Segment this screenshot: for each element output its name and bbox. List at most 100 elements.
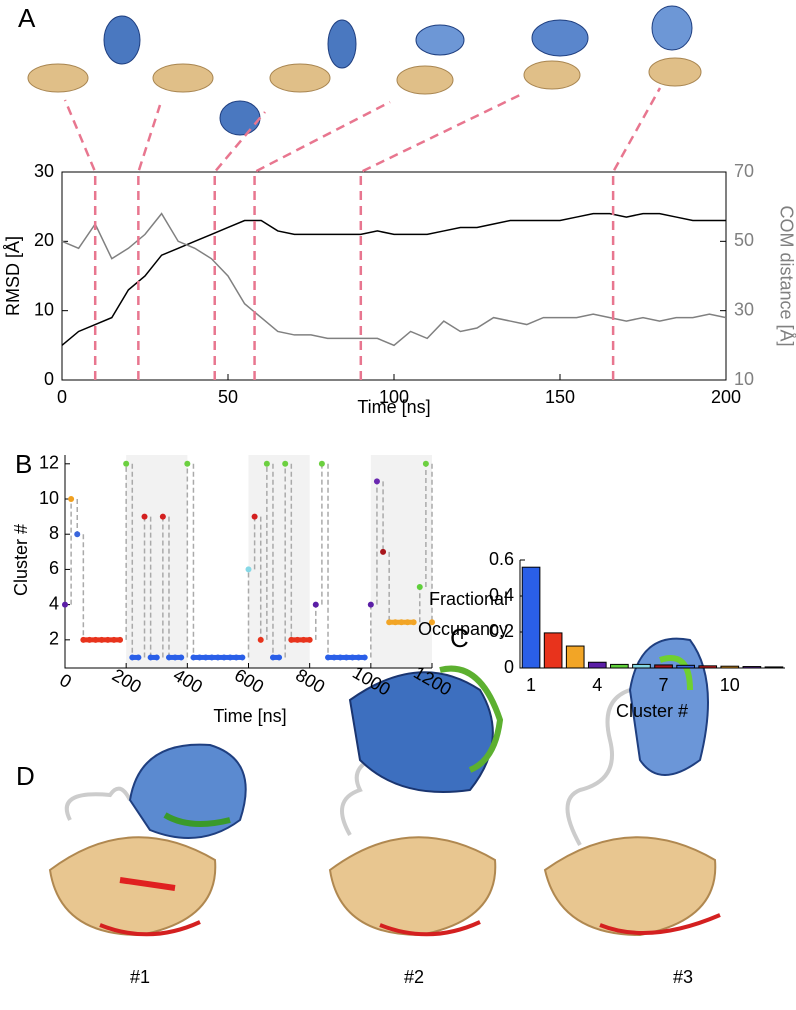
cluster-point [123, 460, 130, 467]
loop-green [439, 665, 504, 773]
panel-label: C [450, 623, 469, 653]
snapshot-marker [611, 87, 662, 380]
bar [698, 665, 718, 669]
cluster-point [245, 566, 252, 573]
cluster-point [62, 601, 68, 608]
loop-red [599, 913, 721, 935]
x-tick-label: 4 [592, 675, 602, 695]
domain-blue [327, 19, 357, 69]
cluster-point [141, 513, 148, 520]
y-tick-label: 2 [49, 629, 59, 649]
cluster-point [80, 636, 87, 643]
cluster-point [251, 513, 258, 520]
x-tick-label: 150 [545, 387, 575, 407]
y-tick-label: 0 [44, 369, 54, 389]
snapshot-marker [213, 111, 266, 380]
y-tick-label: 12 [39, 453, 59, 473]
snapshot-marker [137, 104, 162, 380]
cluster-point [233, 654, 240, 661]
cluster-point [263, 460, 270, 467]
domain-tan [648, 57, 702, 87]
bar [742, 666, 762, 669]
cluster-point [196, 654, 203, 661]
domain-tan [269, 63, 331, 93]
cluster-point [68, 496, 75, 503]
cluster-point [392, 619, 399, 626]
cluster-point [386, 619, 393, 626]
y-tick-label: 0.2 [489, 621, 514, 641]
cluster-point [153, 654, 160, 661]
cluster-point [373, 478, 380, 485]
cluster-point [227, 654, 234, 661]
bar [676, 664, 695, 669]
snapshot-marker [63, 99, 97, 380]
series-line [61, 212, 727, 347]
x-tick-label: 100 [379, 387, 409, 407]
bar [521, 566, 541, 669]
domain-blue [348, 671, 494, 793]
snapshot-marker [359, 93, 521, 380]
cluster-point [429, 619, 435, 626]
linker [565, 688, 631, 846]
cluster-point [398, 619, 405, 626]
plot-frame [61, 171, 727, 381]
y2-tick-label: 30 [734, 299, 754, 319]
domain-tan [543, 836, 717, 937]
domain-tan [152, 63, 214, 93]
y-tick-label: 10 [34, 299, 54, 319]
domain-blue [415, 24, 465, 56]
y-axis-label: Occupancy [418, 619, 508, 639]
x-tick-label: 0 [56, 670, 75, 692]
y2-axis-label: COM distance [Å] [776, 205, 796, 346]
x-tick-label: 800 [292, 665, 328, 697]
cluster-point [104, 636, 111, 643]
x-tick-label: 1 [526, 675, 536, 695]
cluster-point [239, 654, 246, 661]
cluster-point [367, 601, 374, 608]
cluster-point [337, 654, 344, 661]
bar [764, 666, 784, 669]
loop-green [659, 655, 693, 691]
cluster-point [422, 460, 429, 467]
panel-label: D [16, 761, 35, 791]
cluster-point [165, 654, 172, 661]
series-line [61, 212, 726, 346]
cluster-point [98, 636, 105, 643]
x-axis-label: Time [ns] [357, 397, 430, 417]
cluster-point [300, 636, 307, 643]
y-tick-label: 4 [49, 593, 59, 613]
y-axis-label: Cluster # [11, 524, 31, 596]
cluster-point [208, 654, 215, 661]
cluster-point [117, 636, 124, 643]
linker [64, 786, 132, 821]
x-tick-label: 50 [218, 387, 238, 407]
cluster-point [294, 636, 301, 643]
domain-blue [219, 100, 261, 136]
y-tick-label: 0.6 [489, 549, 514, 569]
x-axis-label: Time [ns] [213, 706, 286, 726]
x-tick-label: 600 [231, 665, 267, 697]
cluster-point [282, 460, 289, 467]
cluster-point [159, 513, 166, 520]
cluster-point [312, 601, 319, 608]
cluster-point [202, 654, 209, 661]
cluster-point [361, 654, 368, 661]
domain-tan [27, 63, 89, 93]
cluster-point [269, 654, 276, 661]
bar [587, 661, 607, 669]
loop-green [163, 812, 231, 827]
panel-label: A [18, 3, 36, 33]
y-axis-label: RMSD [Å] [3, 236, 23, 316]
shaded-span [126, 455, 188, 668]
y-tick-label: 30 [34, 161, 54, 181]
x-tick-label: 10 [720, 675, 740, 695]
bar [654, 664, 673, 669]
y-tick-label: 0 [504, 657, 514, 677]
cluster-point [74, 531, 81, 538]
domain-blue [103, 15, 141, 65]
cluster-point [404, 619, 411, 626]
bar [610, 663, 629, 669]
cluster-point [343, 654, 350, 661]
x-tick-label: 400 [170, 665, 206, 697]
